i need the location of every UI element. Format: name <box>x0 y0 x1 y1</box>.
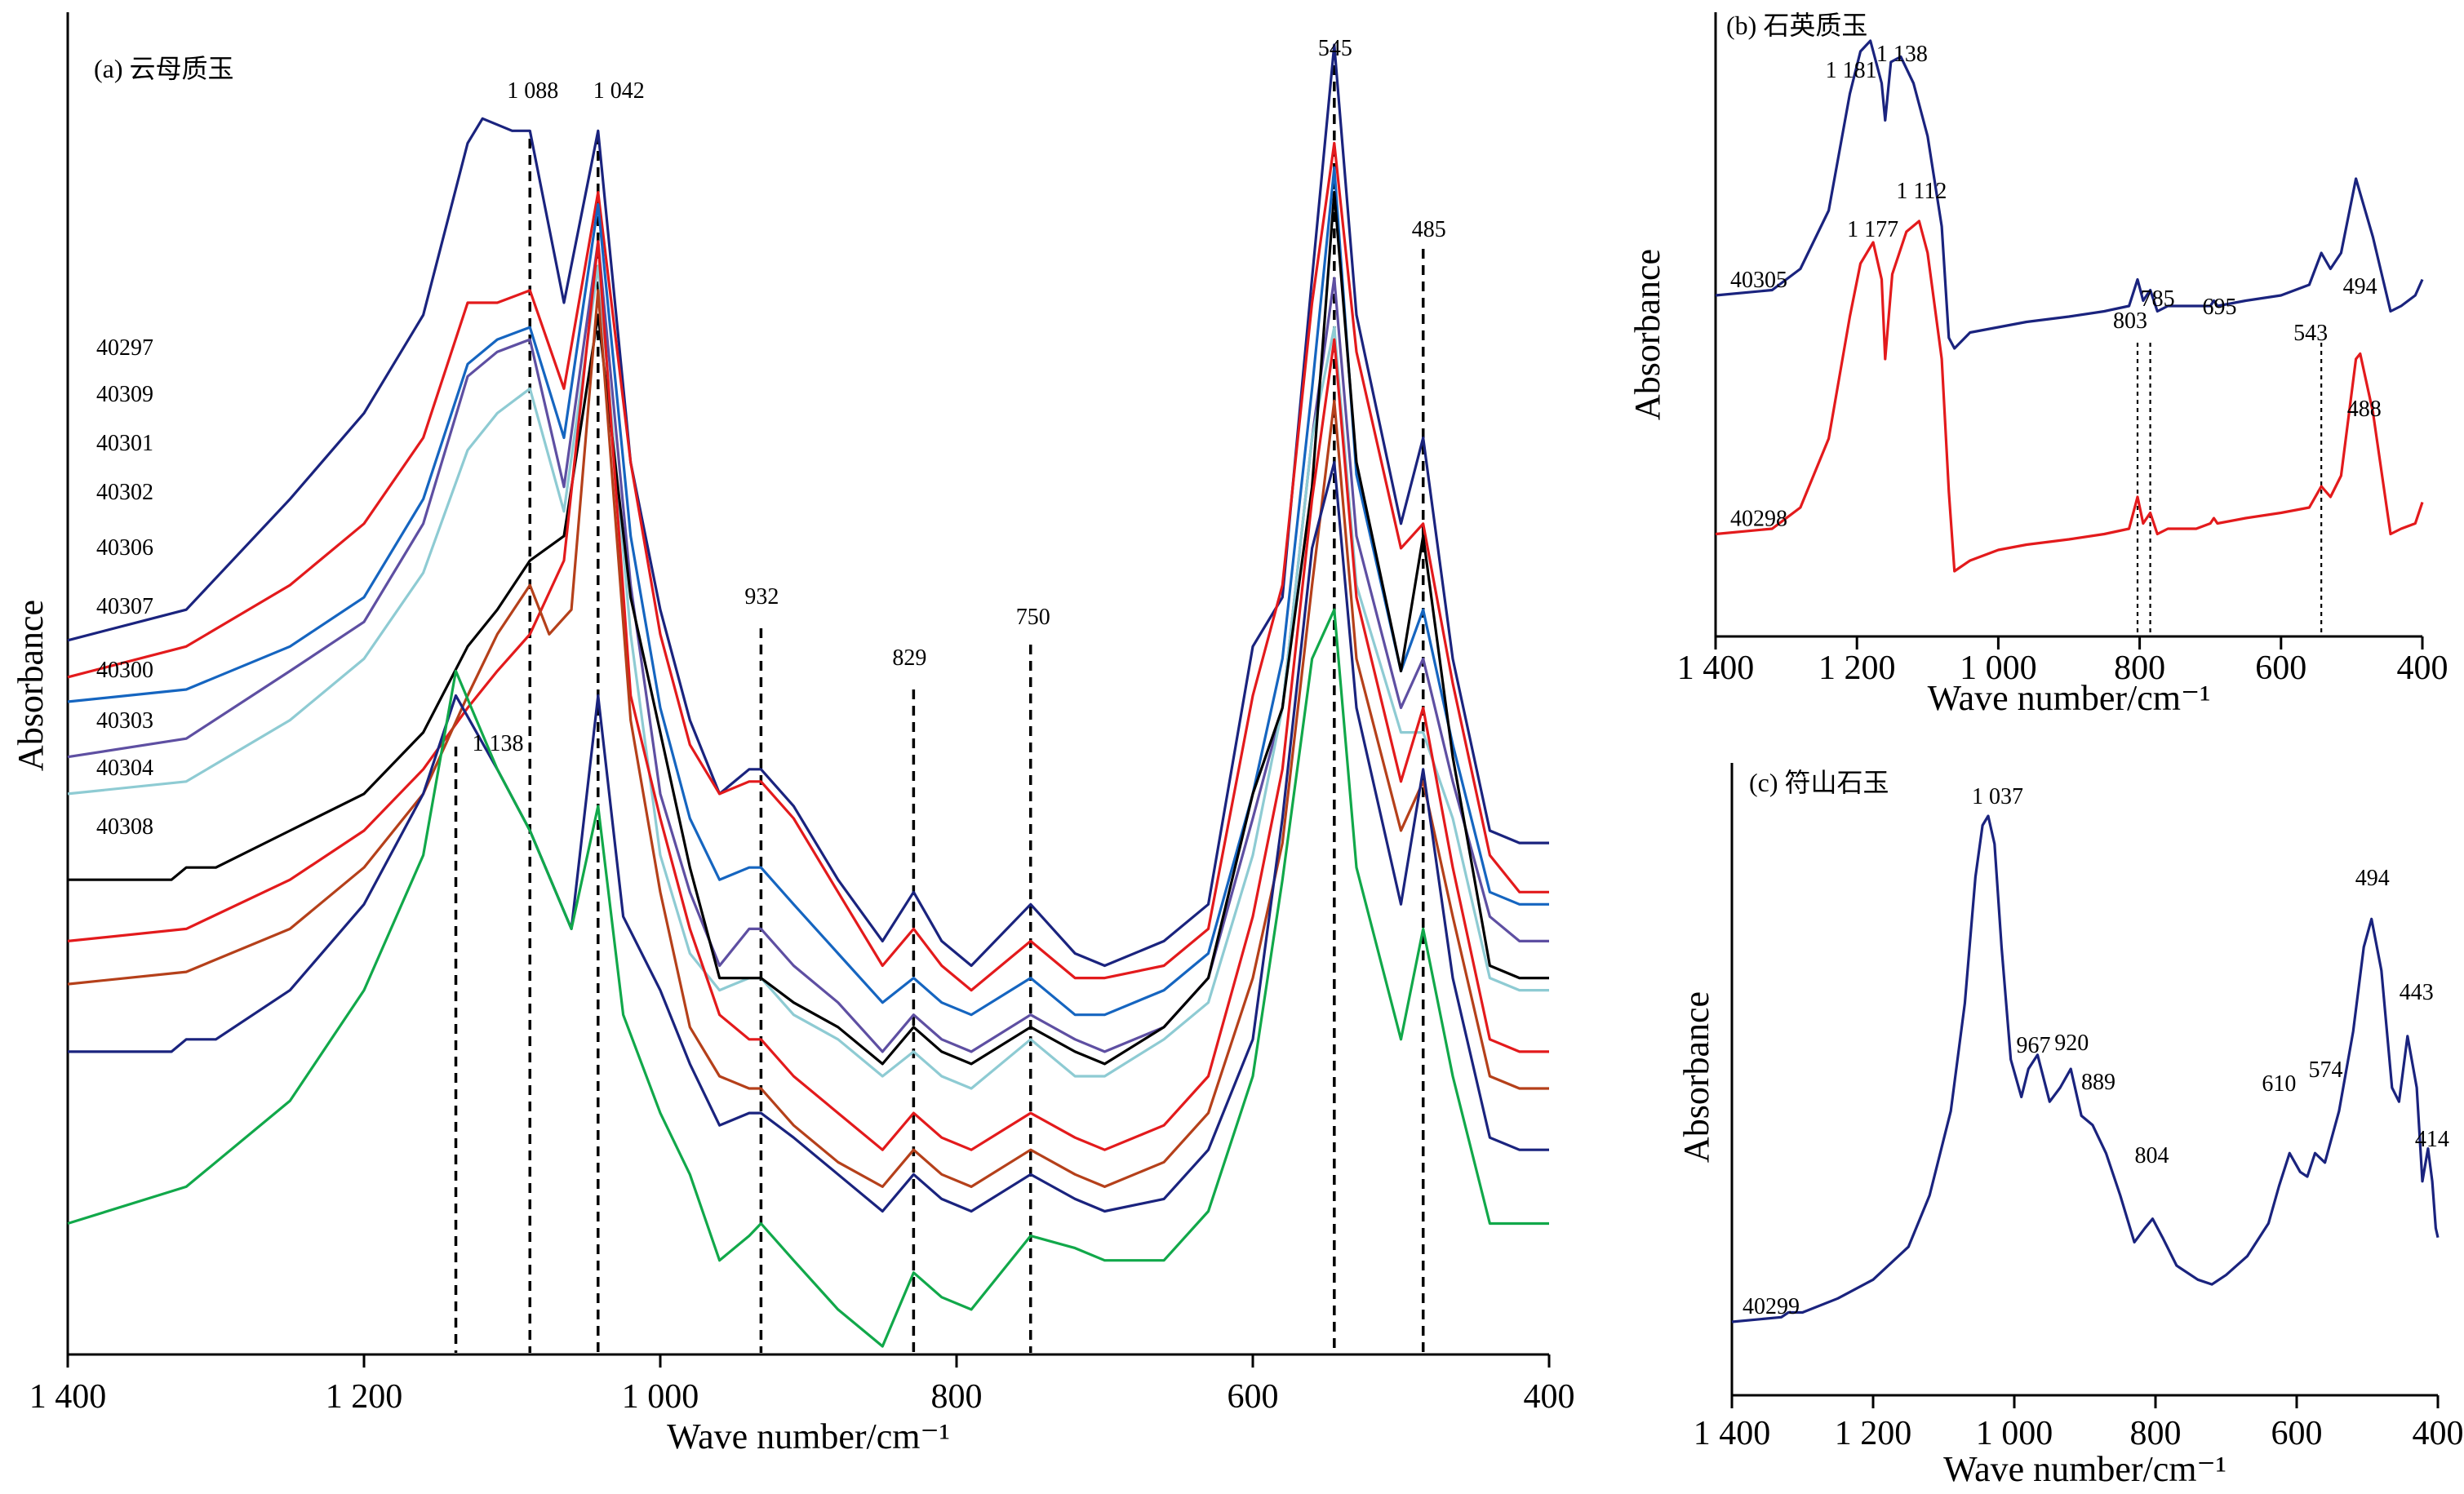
sample-label-40298: 40298 <box>1730 507 1787 532</box>
spectrum-line-40309 <box>67 141 1549 992</box>
x-tick-label: 800 <box>2114 649 2165 687</box>
panel-title: (b) 石英质玉 <box>1726 11 1867 40</box>
x-tick-label: 800 <box>2130 1415 2182 1452</box>
spectrum-line-40298 <box>1715 219 2424 573</box>
peak-label-443: 443 <box>2400 980 2434 1005</box>
x-tick-label: 1 400 <box>1677 649 1755 687</box>
peak-label-829: 829 <box>892 645 926 671</box>
peak-label-785: 785 <box>2141 286 2175 312</box>
x-tick-label: 600 <box>2255 649 2306 687</box>
sample-label-40300: 40300 <box>96 658 153 683</box>
peak-label-488: 488 <box>2347 397 2382 422</box>
peak-label-494: 494 <box>2343 274 2377 299</box>
x-tick-label: 600 <box>1228 1378 1279 1416</box>
y-axis-title: Absorbance <box>11 600 51 771</box>
x-tick-label: 400 <box>2397 649 2448 687</box>
peak-label-750: 750 <box>1016 605 1050 630</box>
y-axis-title: Absorbance <box>1676 991 1716 1163</box>
peak-label-494: 494 <box>2355 866 2390 891</box>
spectrum-line-40303 <box>67 289 1549 1188</box>
peak-label-414: 414 <box>2415 1127 2449 1152</box>
sample-label-40308: 40308 <box>96 814 153 840</box>
x-tick-label: 800 <box>931 1378 983 1416</box>
peak-label-1037: 1 037 <box>1972 784 2023 809</box>
panel-title: (a) 云母质玉 <box>94 54 234 83</box>
sample-label-40301: 40301 <box>96 431 153 456</box>
peak-label-1181: 1 181 <box>1826 58 1877 83</box>
peak-label-803: 803 <box>2113 308 2147 334</box>
x-tick-label: 1 400 <box>1694 1415 1771 1452</box>
panel-c-spectra: 1 400 1 200 1 000 800 600 400 40299 1 037 967 920… <box>1676 763 2464 1489</box>
spectrum-line-40307 <box>68 191 1549 1066</box>
sample-label-40305: 40305 <box>1730 268 1787 293</box>
peak-label-545: 545 <box>1318 36 1352 61</box>
spectrum-line-40297 <box>67 43 1549 968</box>
x-tick-label: 1 200 <box>326 1378 403 1416</box>
x-axis-title: Wave number/cm⁻¹ <box>1928 678 2211 718</box>
peak-label-920: 920 <box>2054 1031 2089 1056</box>
panel-title: (c) 符山石玉 <box>1749 768 1889 797</box>
sample-label-40299: 40299 <box>1743 1294 1800 1319</box>
sample-label-40309: 40309 <box>96 382 153 407</box>
spectrum-line-40304 <box>68 461 1549 1213</box>
peak-label-1177: 1 177 <box>1847 217 1898 242</box>
spectrum-line-40308 <box>67 608 1549 1348</box>
x-tick-label: 1 200 <box>1818 649 1896 687</box>
x-tick-label: 1 000 <box>1960 649 2037 687</box>
peak-label-485: 485 <box>1412 217 1446 242</box>
spectrum-line-40300 <box>67 240 1549 1151</box>
peak-label-543: 543 <box>2293 321 2328 346</box>
peak-label-610: 610 <box>2262 1071 2296 1097</box>
x-tick-label: 1 000 <box>622 1378 699 1416</box>
peak-label-1138: 1 138 <box>1876 42 1928 67</box>
sample-label-40303: 40303 <box>96 708 153 734</box>
x-tick-label: 1 400 <box>29 1378 107 1416</box>
x-tick-label: 1 000 <box>1976 1415 2053 1452</box>
panel-a-spectra: 1 400 1 200 1 000 800 600 400 40297 40309 40301 4… <box>11 12 1575 1456</box>
spectrum-line-40299 <box>1731 814 2440 1323</box>
sample-label-40304: 40304 <box>96 756 153 781</box>
sample-label-40297: 40297 <box>96 335 153 361</box>
peak-label-889: 889 <box>2081 1070 2115 1095</box>
x-axis-title: Wave number/cm⁻¹ <box>1943 1449 2226 1489</box>
peak-label-1112: 1 112 <box>1896 179 1947 204</box>
y-axis-title: Absorbance <box>1627 249 1667 420</box>
sample-label-40302: 40302 <box>96 480 153 505</box>
x-axis-title: Wave number/cm⁻¹ <box>667 1416 950 1456</box>
x-tick-label: 1 200 <box>1835 1415 1912 1452</box>
peak-label-932: 932 <box>744 584 779 610</box>
peak-label-1088: 1 088 <box>507 78 558 104</box>
sample-label-40307: 40307 <box>96 594 153 619</box>
peak-label-1042: 1 042 <box>593 78 645 104</box>
x-tick-label: 600 <box>2271 1415 2323 1452</box>
peak-label-967: 967 <box>2017 1033 2051 1058</box>
peak-label-1138: 1 138 <box>473 731 524 756</box>
x-tick-label: 400 <box>2413 1415 2464 1452</box>
spectrum-line-40302 <box>67 240 1549 1053</box>
spectrum-line-40305 <box>1715 39 2424 350</box>
peak-label-695: 695 <box>2203 295 2237 320</box>
x-tick-label: 400 <box>1524 1378 1575 1416</box>
peak-label-574: 574 <box>2308 1057 2342 1083</box>
peak-label-804: 804 <box>2135 1143 2169 1168</box>
sample-label-40306: 40306 <box>96 535 153 561</box>
